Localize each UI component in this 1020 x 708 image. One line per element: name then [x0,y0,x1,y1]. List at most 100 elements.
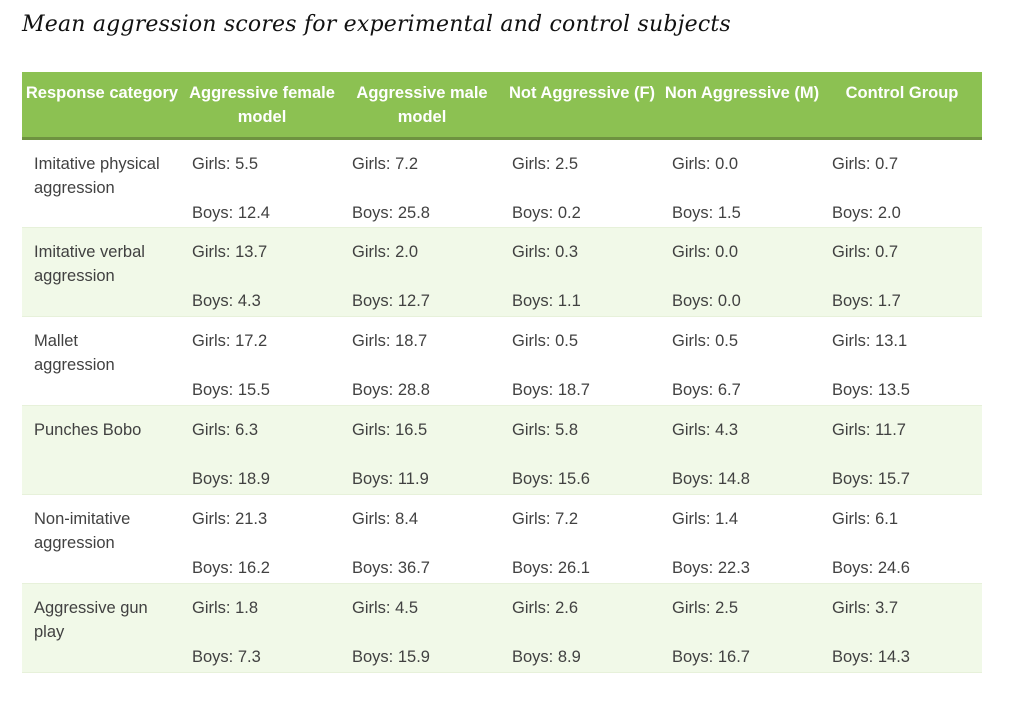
data-cell: Girls: 21.3 Boys: 16.2 [182,494,342,583]
girls-value: Girls: 0.5 [672,331,739,350]
girls-value: Girls: 13.7 [192,242,268,261]
data-cell: Girls: 4.5 Boys: 15.9 [342,582,502,673]
boys-value: Boys: 1.5 [672,203,741,222]
data-cell: Girls: 0.5 Boys: 18.7 [502,316,662,405]
boys-value: Boys: 11.9 [352,469,429,488]
data-cell: Girls: 18.7 Boys: 28.8 [342,316,502,405]
table-row: Imitative physical aggression Girls: 5.5… [22,138,982,227]
data-cell: Girls: 2.5 Boys: 16.7 [662,582,822,673]
row-category: Mallet aggression [22,316,182,405]
girls-value: Girls: 5.8 [512,420,579,439]
boys-value: Boys: 28.8 [352,380,430,399]
boys-value: Boys: 8.9 [512,647,581,666]
boys-value: Boys: 4.3 [192,291,261,310]
boys-value: Boys: 15.6 [512,469,590,488]
table-row: Punches Bobo Girls: 6.3 Boys: 18.9 Girls… [22,404,982,495]
boys-value: Boys: 6.7 [672,380,741,399]
girls-value: Girls: 13.1 [832,331,908,350]
row-category: Imitative physical aggression [22,138,182,227]
boys-value: Boys: 15.5 [192,380,270,399]
data-cell: Girls: 6.3 Boys: 18.9 [182,404,342,495]
girls-value: Girls: 6.1 [832,509,899,528]
girls-value: Girls: 21.3 [192,509,268,528]
girls-value: Girls: 7.2 [512,509,579,528]
boys-value: Boys: 25.8 [352,203,430,222]
data-cell: Girls: 5.8 Boys: 15.6 [502,404,662,495]
column-header-control-group: Control Group [822,72,982,140]
column-header-non-aggressive-m: Non Aggressive (M) [662,72,822,140]
category-label: Non-imitative aggression [34,509,131,552]
girls-value: Girls: 17.2 [192,331,268,350]
category-label: Imitative verbal aggression [34,242,145,285]
data-cell: Girls: 11.7 Boys: 15.7 [822,404,982,495]
data-cell: Girls: 0.7 Boys: 2.0 [822,138,982,227]
column-header-aggressive-male-model: Aggressive male model [342,72,502,140]
girls-value: Girls: 2.0 [352,242,419,261]
column-header-not-aggressive-f: Not Aggressive (F) [502,72,662,140]
girls-value: Girls: 16.5 [352,420,428,439]
table-row: Non-imitative aggression Girls: 21.3 Boy… [22,494,982,583]
boys-value: Boys: 36.7 [352,558,430,577]
girls-value: Girls: 4.5 [352,598,419,617]
boys-value: Boys: 12.7 [352,291,430,310]
girls-value: Girls: 0.7 [832,242,899,261]
data-cell: Girls: 3.7 Boys: 14.3 [822,582,982,673]
boys-value: Boys: 0.0 [672,291,741,310]
category-label: Aggressive gun play [34,598,148,641]
girls-value: Girls: 0.5 [512,331,579,350]
column-header-response-category: Response category [22,72,182,140]
girls-value: Girls: 8.4 [352,509,419,528]
row-category: Imitative verbal aggression [22,226,182,317]
data-cell: Girls: 0.7 Boys: 1.7 [822,226,982,317]
data-cell: Girls: 0.0 Boys: 0.0 [662,226,822,317]
data-cell: Girls: 13.1 Boys: 13.5 [822,316,982,405]
boys-value: Boys: 18.7 [512,380,590,399]
data-cell: Girls: 7.2 Boys: 25.8 [342,138,502,227]
boys-value: Boys: 18.9 [192,469,270,488]
girls-value: Girls: 0.7 [832,154,899,173]
data-cell: Girls: 1.8 Boys: 7.3 [182,582,342,673]
girls-value: Girls: 2.6 [512,598,579,617]
table-body: Imitative physical aggression Girls: 5.5… [22,138,982,673]
girls-value: Girls: 0.3 [512,242,579,261]
data-cell: Girls: 0.5 Boys: 6.7 [662,316,822,405]
boys-value: Boys: 14.8 [672,469,750,488]
girls-value: Girls: 0.0 [672,154,739,173]
girls-value: Girls: 3.7 [832,598,899,617]
data-cell: Girls: 13.7 Boys: 4.3 [182,226,342,317]
row-category: Aggressive gun play [22,582,182,673]
girls-value: Girls: 2.5 [672,598,739,617]
girls-value: Girls: 5.5 [192,154,259,173]
column-header-aggressive-female-model: Aggressive female model [182,72,342,140]
boys-value: Boys: 2.0 [832,203,901,222]
data-cell: Girls: 4.3 Boys: 14.8 [662,404,822,495]
data-cell: Girls: 2.0 Boys: 12.7 [342,226,502,317]
data-cell: Girls: 0.3 Boys: 1.1 [502,226,662,317]
boys-value: Boys: 15.7 [832,469,910,488]
girls-value: Girls: 0.0 [672,242,739,261]
data-cell: Girls: 17.2 Boys: 15.5 [182,316,342,405]
data-cell: Girls: 2.6 Boys: 8.9 [502,582,662,673]
girls-value: Girls: 2.5 [512,154,579,173]
table-row: Mallet aggression Girls: 17.2 Boys: 15.5… [22,316,982,405]
boys-value: Boys: 15.9 [352,647,430,666]
boys-value: Boys: 16.2 [192,558,270,577]
boys-value: Boys: 13.5 [832,380,910,399]
category-label: Punches Bobo [34,420,142,439]
girls-value: Girls: 18.7 [352,331,428,350]
data-cell: Girls: 7.2 Boys: 26.1 [502,494,662,583]
data-cell: Girls: 8.4 Boys: 36.7 [342,494,502,583]
table-caption: Mean aggression scores for experimental … [22,12,731,37]
girls-value: Girls: 11.7 [832,420,906,439]
table-row: Aggressive gun play Girls: 1.8 Boys: 7.3… [22,582,982,673]
row-category: Punches Bobo [22,404,182,495]
boys-value: Boys: 22.3 [672,558,750,577]
row-category: Non-imitative aggression [22,494,182,583]
boys-value: Boys: 7.3 [192,647,261,666]
table-row: Imitative verbal aggression Girls: 13.7 … [22,226,982,317]
boys-value: Boys: 14.3 [832,647,910,666]
data-cell: Girls: 6.1 Boys: 24.6 [822,494,982,583]
header-row: Response category Aggressive female mode… [22,72,982,140]
boys-value: Boys: 0.2 [512,203,581,222]
girls-value: Girls: 6.3 [192,420,259,439]
